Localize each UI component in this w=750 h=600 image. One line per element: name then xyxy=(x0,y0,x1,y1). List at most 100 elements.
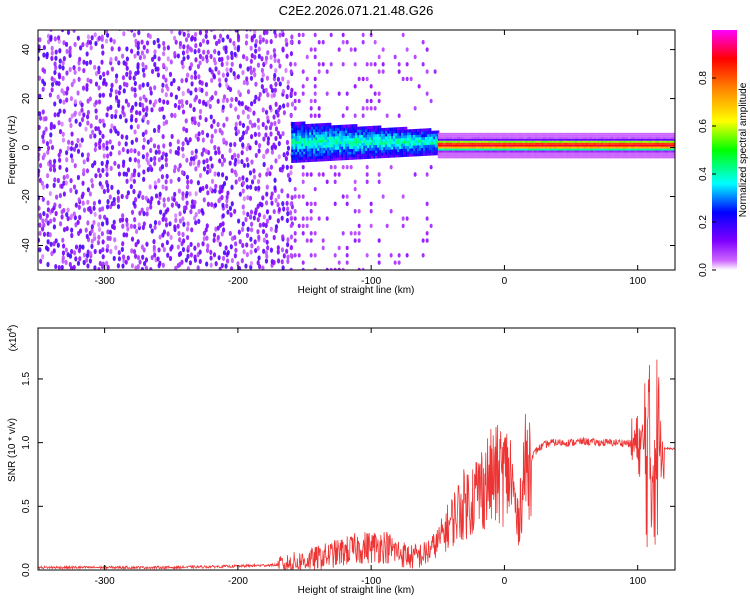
spectrogram-cell xyxy=(220,161,224,167)
spectrogram-cell xyxy=(88,59,93,65)
spectrogram-cell xyxy=(162,229,167,235)
spectrogram-cell xyxy=(576,136,579,139)
spectrogram-cell xyxy=(254,81,258,87)
spectrogram-cell xyxy=(301,132,304,136)
spectrogram-cell xyxy=(575,148,578,151)
spectrogram-cell xyxy=(44,245,49,251)
spectrogram-cell xyxy=(273,87,277,93)
spectrogram-cell xyxy=(639,138,642,141)
spectrogram-cell xyxy=(642,134,645,137)
spectrogram-cell xyxy=(198,41,203,48)
spectrogram-cell xyxy=(528,132,531,135)
spectrogram-cell xyxy=(496,154,499,157)
spectrogram-cell xyxy=(570,138,573,141)
spectrogram-cell xyxy=(450,142,453,145)
spectrogram-cell xyxy=(234,30,238,33)
spectrogram-cell xyxy=(477,154,480,157)
spectrogram-cell xyxy=(417,144,420,149)
spectrogram-cell xyxy=(355,132,358,136)
spectrogram-cell xyxy=(399,135,402,139)
spectrogram-cell xyxy=(668,134,670,137)
spectrogram-cell xyxy=(626,148,629,151)
spectrogram-cell xyxy=(169,178,173,184)
spectrogram-cell xyxy=(367,134,370,138)
spectrogram-cell xyxy=(520,144,523,147)
spectrogram-cell xyxy=(217,38,221,44)
spectrogram-cell xyxy=(586,132,589,135)
spectrogram-cell xyxy=(299,148,302,152)
spectrogram-cell xyxy=(552,154,555,157)
spectrogram-cell xyxy=(591,148,594,151)
spectrogram-cell xyxy=(425,141,428,146)
spectrogram-cell xyxy=(543,136,546,139)
spectrogram-cell xyxy=(113,125,117,131)
spectrogram-cell xyxy=(317,134,320,138)
spectrogram-cell xyxy=(317,153,320,157)
spectrogram-cell xyxy=(640,154,643,157)
spectrogram-cell xyxy=(488,136,491,139)
spectrogram-cell xyxy=(522,148,525,151)
spectrogram-cell xyxy=(498,150,501,153)
spectrogram-cell xyxy=(82,168,86,174)
spectrogram-cell xyxy=(520,152,523,155)
spectrogram-cell xyxy=(74,118,78,124)
spectrogram-cell xyxy=(186,30,190,33)
spectrogram-cell xyxy=(508,140,510,143)
spectrogram-cell xyxy=(532,136,534,139)
spectrogram-cell xyxy=(60,264,64,270)
spectrogram-cell xyxy=(427,147,430,151)
spectrogram-cell xyxy=(254,42,258,49)
spectrogram-cell xyxy=(647,144,650,147)
spectrogram-cell xyxy=(145,206,150,212)
spectrogram-cell xyxy=(375,131,378,135)
spectrogram-cell xyxy=(38,212,42,218)
spectrogram-cell xyxy=(383,144,386,148)
spectrogram-cell xyxy=(535,140,538,143)
spectrogram-cell xyxy=(495,148,498,151)
spectrogram-cell xyxy=(650,140,653,143)
spectrogram-cell xyxy=(260,77,264,83)
spectrogram-cell xyxy=(232,40,236,47)
spectrogram-cell xyxy=(413,150,416,154)
spectrogram-cell xyxy=(377,147,380,151)
spectrogram-cell xyxy=(508,132,510,135)
spectrogram-cell xyxy=(116,195,120,201)
spectrogram-cell xyxy=(439,142,442,145)
spectrogram-cell xyxy=(146,119,150,125)
spectrogram-cell xyxy=(141,61,145,68)
spectrogram-cell xyxy=(464,150,467,153)
spectrogram-cell xyxy=(78,256,82,262)
spectrogram-cell xyxy=(522,154,525,157)
spectrogram-cell xyxy=(415,131,418,135)
spectrogram-cell xyxy=(448,148,451,151)
spectrogram-cell xyxy=(297,194,301,199)
spectrogram-cell xyxy=(488,150,491,153)
spectrogram-cell xyxy=(295,135,298,139)
spectrogram-cell xyxy=(474,140,477,143)
spectrogram-cell xyxy=(618,142,621,145)
spectrogram-cell xyxy=(570,154,573,157)
spectrogram-cell xyxy=(72,264,76,270)
spectrogram-cell xyxy=(305,126,308,130)
spectrogram-cell xyxy=(295,124,298,128)
spectrogram-cell xyxy=(487,148,490,151)
spectrogram-cell xyxy=(149,137,153,143)
spectrogram-cell xyxy=(349,151,352,155)
spectrogram-cell xyxy=(511,140,514,143)
spectrogram-cell xyxy=(468,134,470,137)
spectrogram-cell xyxy=(49,34,53,40)
spectrogram-cell xyxy=(427,149,430,154)
spectrogram-cell xyxy=(452,140,454,143)
spectrogram-cell xyxy=(492,150,494,153)
spectrogram-cell xyxy=(117,60,121,66)
bottom-y-axis-label: SNR (10 * v/v) xyxy=(7,418,18,482)
spectrogram-cell xyxy=(198,30,203,36)
spectrogram-cell xyxy=(474,150,477,153)
spectrogram-cell xyxy=(573,136,576,139)
spectrogram-cell xyxy=(299,121,302,125)
spectrogram-cell xyxy=(461,152,464,155)
spectrogram-cell xyxy=(576,140,579,143)
spectrogram-cell xyxy=(371,147,374,151)
spectrogram-cell xyxy=(337,151,340,156)
spectrogram-cell xyxy=(161,151,166,157)
